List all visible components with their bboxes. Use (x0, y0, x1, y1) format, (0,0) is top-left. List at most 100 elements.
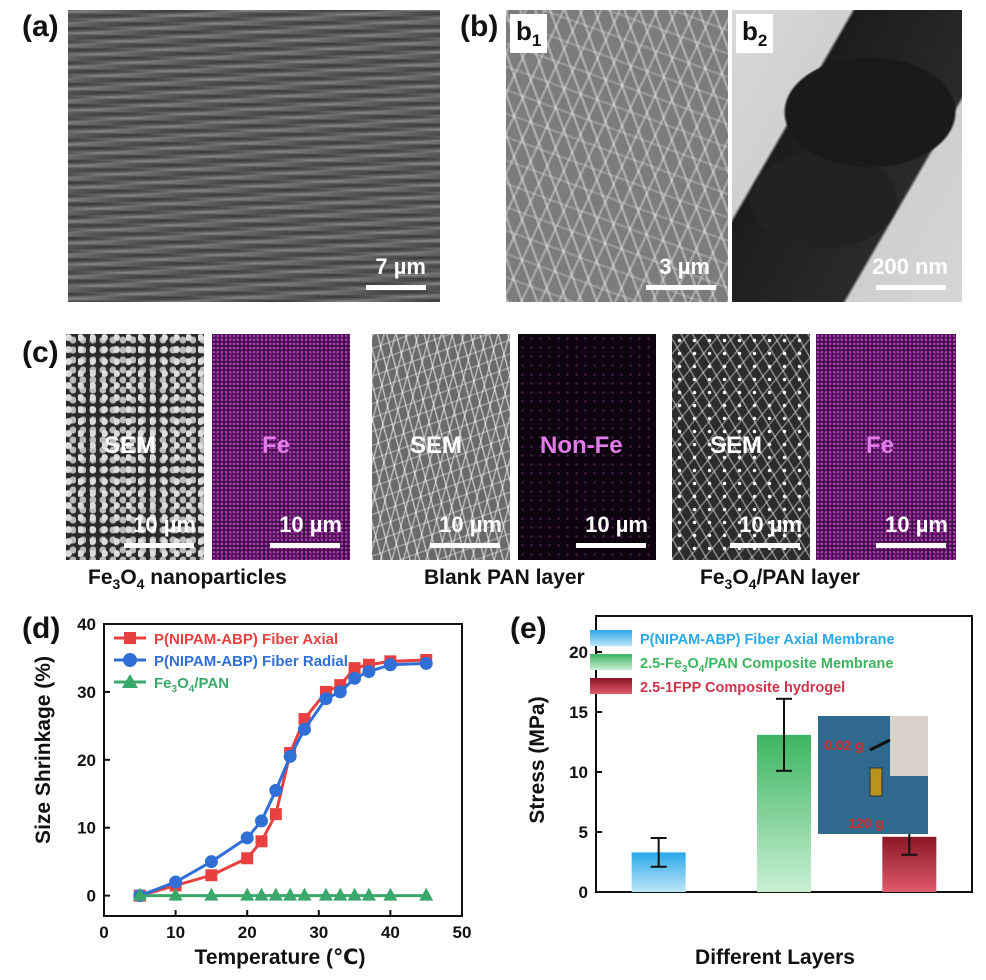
y-tick-label: 30 (77, 683, 96, 702)
c-group1-map-scale-label: 10 µm (279, 512, 342, 537)
panel-b2-scale-label: 200 nm (872, 254, 948, 279)
stress-y-axis-label: Stress (MPa) (526, 696, 549, 823)
series-fepan-point (204, 887, 219, 901)
y-tick-label: 20 (77, 751, 96, 770)
series-radial-point (269, 783, 283, 797)
x-tick-label: 40 (381, 923, 400, 942)
series-axial-point (298, 713, 311, 726)
legend-fepan-label: Fe3O4/PAN (154, 675, 229, 695)
stress-bar-chart: 0 5 10 15 20 P(NIPAM-ABP) Fiber Axial Membra… (526, 615, 973, 969)
legend-hydrogel-swatch (590, 678, 632, 694)
series-axial-point (255, 835, 268, 848)
c-group1-map-label: Fe (262, 432, 291, 459)
series-axial-point (348, 662, 361, 675)
series-fepan-point (347, 887, 362, 901)
c-group3-map-scale-label: 10 µm (885, 512, 948, 537)
legend-composite-membrane-swatch (590, 654, 632, 670)
inset-top-label: 0.02 g (824, 737, 864, 753)
c-group2-map-scale-label: 10 µm (585, 512, 648, 537)
series-fepan-point (283, 887, 298, 901)
c-group2-fe-map-image: Non-Fe 10 µm (518, 334, 656, 560)
c-group3-caption: Fe3O4/PAN layer (700, 566, 860, 593)
c-group2-sem-scale-bar (430, 543, 500, 548)
series-radial-point (383, 658, 397, 672)
c-group3-sem-scale-bar (730, 543, 800, 548)
inset-bottom-label: 120 g (848, 815, 884, 831)
c-group2-sem-image: SEM 10 µm (372, 334, 510, 560)
series-radial-point (333, 685, 347, 699)
series-radial-point (283, 749, 297, 763)
y-tick-label: 10 (569, 763, 588, 782)
y-tick-label: 10 (77, 819, 96, 838)
c-group3-sem-image: SEM 10 µm (672, 334, 810, 560)
series-fepan-point (333, 887, 348, 901)
series-radial-point (297, 722, 311, 736)
series-fepan-point (240, 887, 255, 901)
shrinkage-legend: P(NIPAM-ABP) Fiber Axial P(NIPAM-ABP) Fi… (114, 631, 348, 695)
series-radial-point (240, 831, 254, 845)
legend-axial-membrane-swatch (590, 630, 632, 646)
weight-inset-photo: 0.02 g 120 g (818, 716, 928, 834)
panel-b-label: (b) (460, 10, 499, 43)
x-tick-label: 30 (309, 923, 328, 942)
series-axial-line (139, 658, 427, 898)
c-group2-map-label: Non-Fe (540, 432, 623, 459)
legend-axial-membrane-label: P(NIPAM-ABP) Fiber Axial Membrane (640, 632, 895, 648)
panel-e-label: (e) (510, 612, 547, 645)
series-radial-point (169, 875, 183, 889)
series-radial-point (255, 814, 269, 828)
stress-x-axis-label: Different Layers (695, 946, 855, 969)
c-group1-sem-scale-bar (124, 543, 194, 548)
legend-axial-marker (124, 632, 136, 644)
series-fepan-point (268, 887, 283, 901)
c-group1-sem-image: SEM 10 µm (66, 334, 204, 560)
shrinkage-y-axis-label: Size Shrinkage (%) (32, 656, 55, 844)
series-fepan-point (132, 887, 147, 901)
panel-b1-sem-image: b1 3 µm (506, 10, 728, 302)
panel-d-label: (d) (22, 612, 61, 645)
c-group2-map-scale-bar (576, 543, 646, 548)
x-tick-label: 10 (166, 923, 185, 942)
legend-radial-label: P(NIPAM-ABP) Fiber Radial (154, 653, 348, 670)
c-group1-sem-scale-label: 10 µm (133, 512, 196, 537)
c-group1-sem-label: SEM (104, 432, 157, 459)
panel-b1-scale-bar (646, 285, 716, 290)
series-axial-point (269, 808, 282, 821)
legend-composite-membrane-label: 2.5-Fe3O4/PAN Composite Membrane (640, 656, 893, 675)
legend-axial-label: P(NIPAM-ABP) Fiber Axial (154, 631, 338, 648)
series-radial-point (204, 855, 218, 869)
panel-c-label: (c) (22, 336, 59, 369)
series-fepan-point (419, 887, 434, 901)
c-group1-map-scale-bar (270, 543, 340, 548)
series-axial-point (241, 852, 254, 865)
y-tick-label: 20 (569, 643, 588, 662)
panel-a-scale-bar (366, 285, 426, 290)
c-group3-fe-map-image: Fe 10 µm (816, 334, 956, 560)
y-tick-label: 15 (569, 703, 588, 722)
legend-fepan-marker (122, 674, 138, 688)
c-group2-sem-label: SEM (410, 432, 463, 459)
panel-b2-scale-bar (876, 285, 946, 290)
panel-b1-label: b1 (510, 14, 548, 54)
y-tick-label: 5 (579, 823, 588, 842)
series-fepan-point (168, 887, 183, 901)
y-tick-label: 40 (77, 615, 96, 634)
c-group3-map-scale-bar (876, 543, 946, 548)
shrinkage-plot-frame (103, 623, 463, 917)
y-tick-label: 0 (579, 883, 588, 902)
panel-b2-label: b2 (736, 14, 774, 54)
c-group3-sem-scale-label: 10 µm (739, 512, 802, 537)
series-fepan-point (383, 887, 398, 901)
x-tick-label: 0 (99, 923, 108, 942)
series-fepan-point (318, 887, 333, 901)
panel-a-label: (a) (22, 10, 59, 43)
legend-hydrogel-label: 2.5-1FPP Composite hydrogel (640, 680, 845, 696)
stress-legend: P(NIPAM-ABP) Fiber Axial Membrane 2.5-Fe… (590, 630, 895, 696)
panel-a-sem-image: 7 µm (68, 10, 440, 302)
series-radial-point (362, 665, 376, 679)
c-group2-sem-scale-label: 10 µm (439, 512, 502, 537)
panel-b1-scale-label: 3 µm (659, 254, 710, 279)
series-fepan-point (254, 887, 269, 901)
series-fepan-point (361, 887, 376, 901)
series-fepan-point (297, 887, 312, 901)
